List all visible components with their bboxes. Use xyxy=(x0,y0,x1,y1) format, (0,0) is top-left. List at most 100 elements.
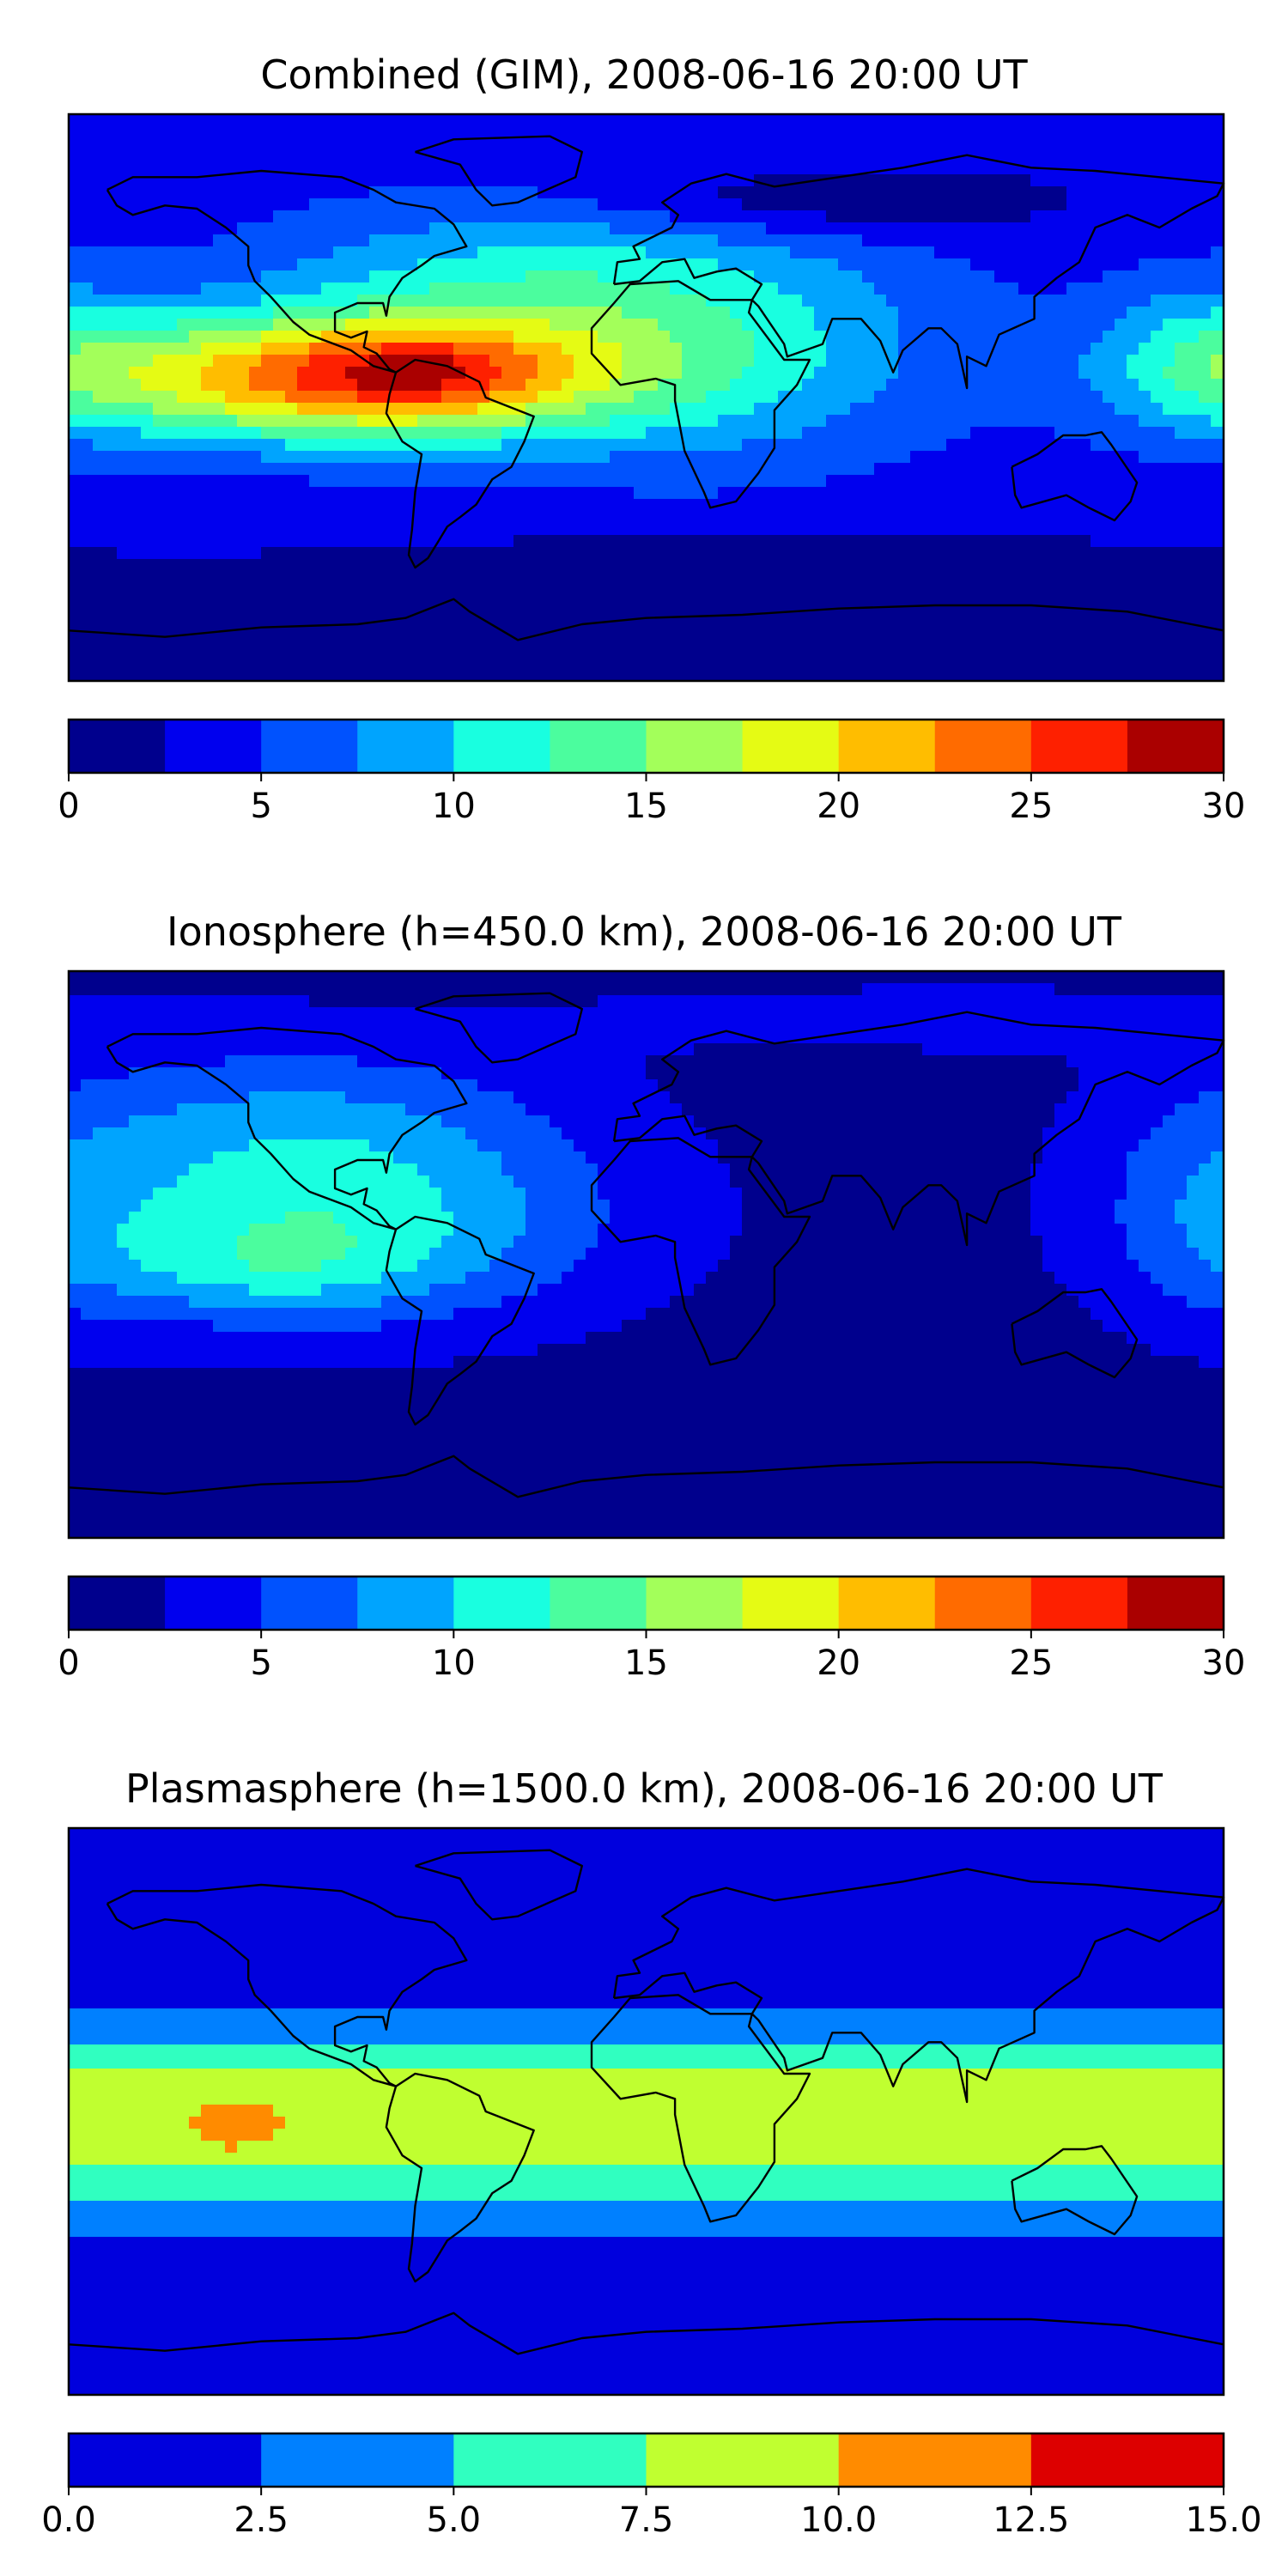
field-cell xyxy=(586,379,598,392)
field-cell xyxy=(586,499,598,512)
field-cell xyxy=(814,595,827,608)
field-cell xyxy=(309,583,322,596)
field-cell xyxy=(910,655,923,668)
field-cell xyxy=(826,487,839,500)
field-cell xyxy=(970,439,983,452)
field-cell xyxy=(550,451,562,464)
field-cell xyxy=(874,655,887,668)
field-cell xyxy=(610,667,623,680)
field-cell xyxy=(129,186,142,199)
field-cell xyxy=(285,295,298,307)
field-cell xyxy=(405,535,418,548)
field-cell xyxy=(538,415,550,428)
field-cell xyxy=(1175,547,1188,560)
field-cell xyxy=(129,535,142,548)
field-cell xyxy=(994,631,1007,644)
field-cell xyxy=(501,667,514,680)
field-cell xyxy=(213,367,226,380)
greenland-coastline xyxy=(415,135,583,207)
field-cell xyxy=(742,343,755,355)
field-cell xyxy=(321,283,334,295)
field-cell xyxy=(958,222,971,235)
field-cell xyxy=(730,631,743,644)
field-cell xyxy=(1175,367,1188,380)
field-cell xyxy=(1018,198,1031,211)
field-cell xyxy=(309,451,322,464)
field-cell xyxy=(69,451,82,464)
field-cell xyxy=(1030,451,1043,464)
field-cell xyxy=(273,583,286,596)
field-cell xyxy=(526,655,538,668)
field-cell xyxy=(1030,391,1043,404)
field-cell xyxy=(826,619,839,632)
field-cell xyxy=(453,523,466,536)
field-cell xyxy=(1066,583,1079,596)
field-cell xyxy=(129,667,142,680)
field-cell xyxy=(1091,535,1103,548)
field-cell xyxy=(562,463,574,476)
field-cell xyxy=(766,499,779,512)
field-cell xyxy=(574,427,586,440)
field-cell xyxy=(1139,234,1151,247)
field-cell xyxy=(1018,331,1031,343)
field-cell xyxy=(309,607,322,620)
field-cell xyxy=(1054,114,1067,127)
field-cell xyxy=(489,595,502,608)
field-cell xyxy=(754,367,767,380)
field-cell xyxy=(874,463,887,476)
field-cell xyxy=(598,439,611,452)
field-cell xyxy=(646,391,659,404)
field-cell xyxy=(1030,995,1043,1008)
field-cell xyxy=(1127,150,1139,163)
field-cell xyxy=(213,186,226,199)
field-cell xyxy=(93,607,106,620)
field-cell xyxy=(417,619,430,632)
field-cell xyxy=(730,343,743,355)
field-cell xyxy=(1127,511,1139,524)
field-cell xyxy=(129,150,142,163)
field-cell xyxy=(1078,595,1091,608)
field-cell xyxy=(213,355,226,368)
field-cell xyxy=(417,331,430,343)
field-cell xyxy=(658,523,671,536)
field-cell xyxy=(1078,439,1091,452)
field-cell xyxy=(1115,487,1127,500)
field-cell xyxy=(285,355,298,368)
field-cell xyxy=(69,995,82,1008)
field-cell xyxy=(706,162,719,175)
field-cell xyxy=(1054,283,1067,295)
field-cell xyxy=(670,210,683,223)
field-cell xyxy=(1018,343,1031,355)
field-cell xyxy=(501,547,514,560)
field-cell xyxy=(393,983,406,996)
field-cell xyxy=(453,631,466,644)
field-cell xyxy=(261,439,274,452)
map-ionosphere xyxy=(67,969,1225,1540)
field-cell xyxy=(345,427,358,440)
field-cell xyxy=(814,427,827,440)
field-cell xyxy=(441,258,454,271)
field-cell xyxy=(465,210,478,223)
field-cell xyxy=(297,307,310,319)
field-cell xyxy=(513,439,526,452)
field-cell xyxy=(1211,607,1224,620)
field-cell xyxy=(297,499,310,512)
field-cell xyxy=(489,655,502,668)
field-cell xyxy=(453,379,466,392)
field-cell xyxy=(718,186,731,199)
field-cell xyxy=(982,246,995,259)
field-cell xyxy=(117,391,130,404)
field-cell xyxy=(1199,439,1212,452)
field-cell xyxy=(1187,983,1200,996)
field-cell xyxy=(802,499,815,512)
field-cell xyxy=(1211,234,1224,247)
field-cell xyxy=(1006,403,1019,416)
field-cell xyxy=(910,607,923,620)
field-cell xyxy=(177,1007,190,1020)
field-cell xyxy=(285,583,298,596)
field-cell xyxy=(105,547,118,560)
field-cell xyxy=(165,319,178,331)
field-cell xyxy=(1211,319,1224,331)
field-cell xyxy=(1091,475,1103,488)
field-cell xyxy=(706,186,719,199)
